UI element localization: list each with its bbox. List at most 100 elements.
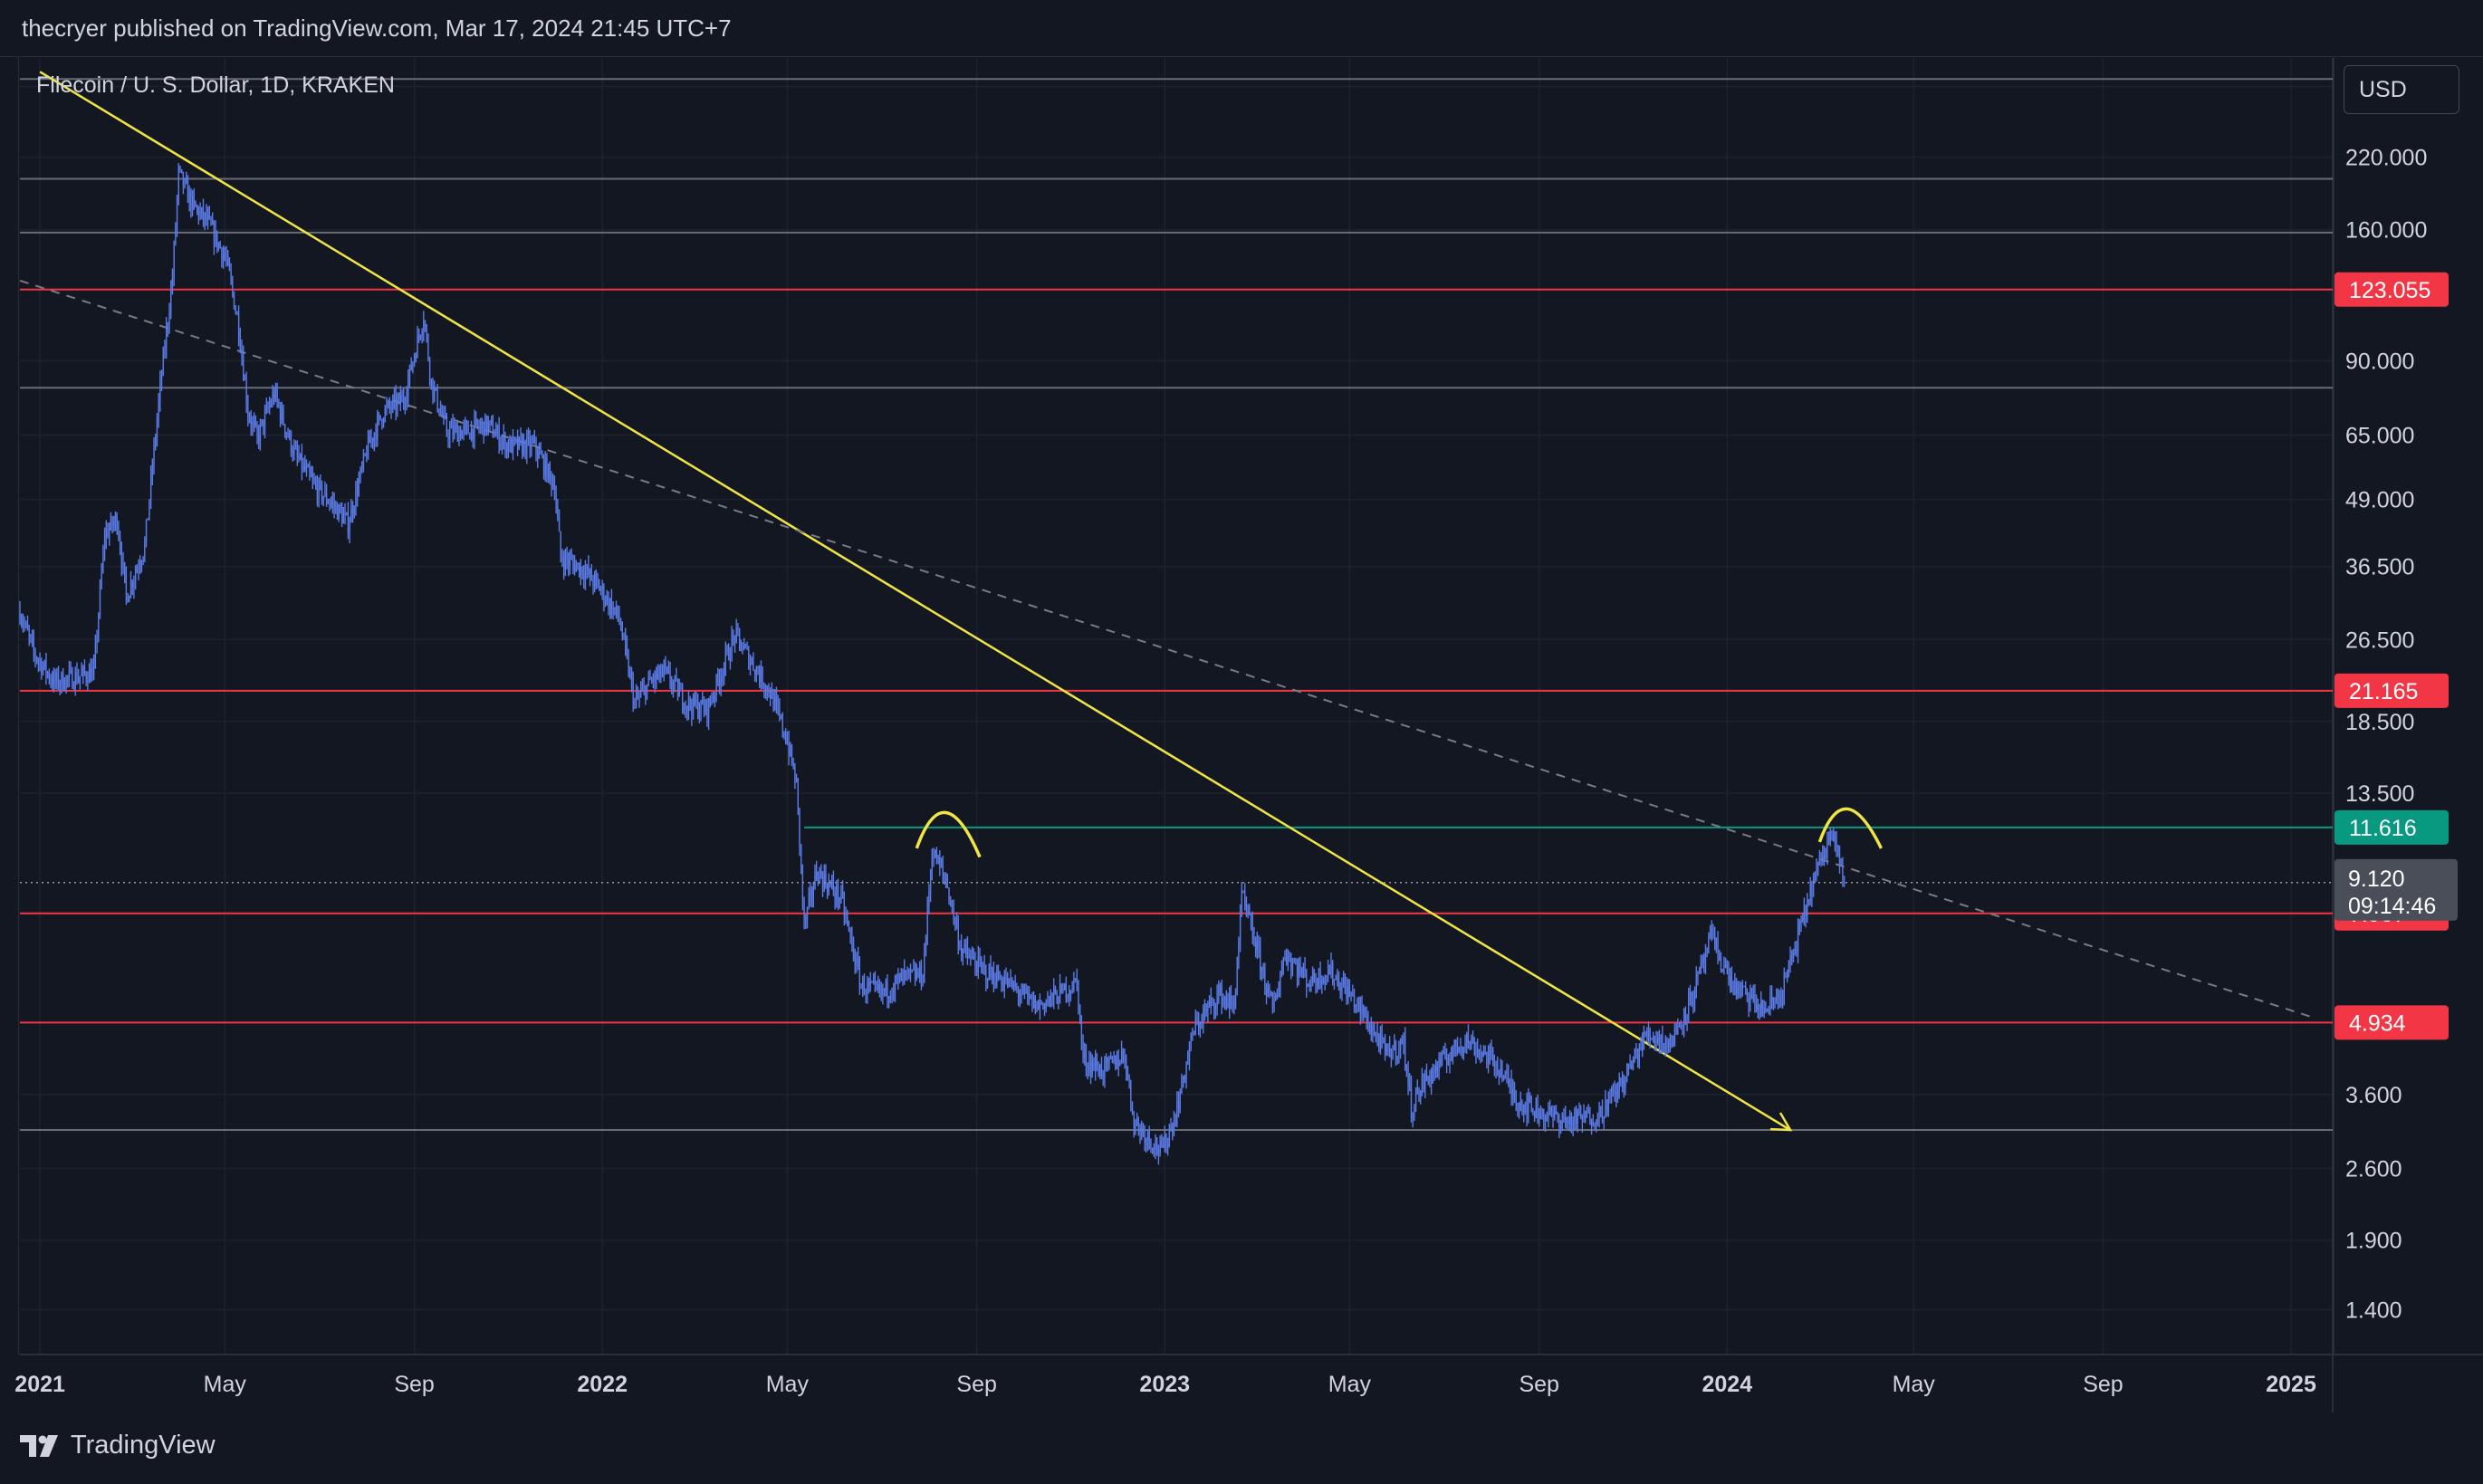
candle-body-2021-06-01	[272, 393, 273, 405]
candle-body-2023-05-15	[1370, 1026, 1372, 1031]
candle-body-2023-12-14	[1699, 966, 1701, 974]
candle-body-2023-03-08	[1265, 987, 1268, 994]
candle-body-2022-04-20	[770, 694, 772, 699]
candle-body-2023-01-30	[1208, 1002, 1211, 1006]
candle-body-2022-03-13	[711, 701, 713, 703]
candle-body-2022-12-06	[1124, 1055, 1126, 1062]
candle-body-2021-03-14	[150, 474, 152, 501]
candle-body-2023-06-25	[1433, 1068, 1435, 1074]
candle-body-2021-04-02	[179, 167, 181, 169]
candle-body-2022-07-25	[917, 972, 919, 977]
candle-body-2024-01-12	[1743, 985, 1745, 987]
candle-body-2021-02-18	[113, 522, 115, 526]
candle-body-2023-08-21	[1521, 1102, 1523, 1114]
candle-body-2021-08-08	[377, 417, 379, 439]
candle-body-2022-06-09	[847, 916, 848, 923]
candle-body-2022-08-04	[933, 857, 935, 859]
candle-body-2023-02-04	[1216, 993, 1218, 1009]
candle-body-2021-11-03	[511, 438, 513, 453]
candle-body-2023-07-28	[1484, 1051, 1486, 1055]
candle-body-2021-01-19	[67, 676, 69, 678]
candle-body-2022-12-28	[1157, 1149, 1160, 1154]
candle-body-2022-07-06	[888, 996, 890, 999]
candle-body-2022-11-25	[1107, 1058, 1108, 1062]
candle-body-2021-07-08	[329, 503, 331, 504]
candle-body-2021-05-07	[233, 292, 235, 310]
candle-body-2020-12-29	[34, 651, 36, 658]
currency-button[interactable]: USD	[2344, 65, 2459, 114]
candle-body-2022-07-29	[924, 951, 925, 982]
candle-body-2021-03-22	[162, 350, 164, 376]
candle-body-2022-07-13	[898, 972, 901, 977]
candle-body-2022-02-09	[661, 672, 664, 677]
candle-body-2023-07-18	[1469, 1043, 1471, 1048]
candle-body-2022-07-27	[920, 965, 922, 983]
candle-body-2022-06-03	[837, 886, 839, 901]
candle-body-2021-02-10	[101, 570, 102, 586]
candle-body-2023-09-18	[1565, 1115, 1567, 1120]
candle-body-2023-09-22	[1570, 1116, 1573, 1130]
candle-body-2021-01-05	[45, 660, 47, 675]
candle-body-2021-01-01	[39, 660, 41, 662]
candle-body-2022-02-08	[660, 665, 662, 677]
candle-body-2022-11-04	[1074, 978, 1077, 980]
candle-body-2023-03-13	[1273, 1000, 1275, 1010]
candle-body-2022-10-15	[1043, 1002, 1046, 1010]
candle-body-2022-05-23	[820, 869, 822, 876]
tradingview-logo[interactable]: TradingView	[20, 1431, 216, 1460]
candle-body-2020-12-22	[24, 624, 25, 626]
candle-body-2022-07-18	[906, 970, 908, 972]
candle-body-2022-04-06	[748, 648, 750, 667]
candle-body-2023-03-26	[1293, 962, 1295, 963]
candle-body-2023-10-31	[1631, 1066, 1633, 1069]
candle-body-2021-07-02	[320, 481, 321, 483]
candle-body-2023-08-07	[1500, 1067, 1501, 1078]
candle-body-2022-03-31	[739, 630, 741, 640]
candle-body-2023-01-06	[1172, 1125, 1174, 1133]
candle-body-2022-01-06	[609, 598, 611, 610]
candle-body-2021-01-07	[48, 672, 50, 680]
candle-body-2023-06-04	[1401, 1041, 1403, 1043]
candle-body-2022-10-13	[1040, 1002, 1042, 1005]
candle-body-2021-10-20	[489, 420, 491, 423]
candle-body-2021-05-04	[228, 259, 231, 271]
candle-body-2021-07-10	[331, 502, 334, 503]
x-tick-label: Sep	[2083, 1372, 2123, 1397]
candle-body-2023-01-02	[1165, 1133, 1167, 1149]
candle-body-2023-06-15	[1418, 1087, 1420, 1100]
candle-body-2022-06-18	[860, 986, 862, 988]
candle-body-2023-02-01	[1212, 997, 1213, 1001]
candle-body-2022-11-05	[1076, 978, 1078, 981]
candle-body-2021-04-25	[215, 230, 216, 244]
candle-body-2023-06-07	[1405, 1065, 1407, 1068]
candle-body-2021-01-11	[54, 675, 56, 682]
dashed-trend-line	[19, 279, 2314, 1019]
candle-body-2021-02-21	[118, 528, 120, 539]
candle-body-2021-09-08	[424, 321, 427, 328]
candle-body-2023-10-25	[1621, 1079, 1624, 1084]
candle-body-2023-07-01	[1443, 1051, 1444, 1054]
candle-body-2023-04-24	[1337, 978, 1340, 990]
candle-body-2022-02-21	[680, 687, 682, 690]
candle-body-2022-05-05	[792, 762, 794, 768]
candle-body-2022-07-19	[908, 968, 910, 971]
candle-body-2024-03-12	[1836, 840, 1837, 846]
candle-body-2023-02-13	[1230, 995, 1232, 1001]
candle-body-2022-09-19	[1003, 980, 1005, 988]
candle-body-2023-03-20	[1284, 958, 1286, 960]
candle-body-2023-08-04	[1495, 1061, 1497, 1068]
candle-body-2023-05-12	[1366, 1015, 1367, 1019]
y-tick-label: 1.400	[2345, 1297, 2402, 1323]
candle-body-2022-09-25	[1012, 983, 1015, 988]
candle-body-2021-09-24	[449, 428, 451, 439]
candle-body-2023-04-12	[1319, 969, 1321, 985]
price-badge	[2334, 272, 2449, 307]
candle-body-2023-04-02	[1304, 967, 1306, 974]
candle-body-2022-10-25	[1059, 984, 1061, 1004]
candle-body-2024-01-24	[1761, 1000, 1764, 1015]
candle-body-2021-03-30	[175, 226, 177, 244]
candle-body-2023-09-02	[1539, 1113, 1542, 1118]
candle-body-2023-10-09	[1596, 1122, 1598, 1125]
candle-body-2022-03-11	[707, 698, 710, 720]
